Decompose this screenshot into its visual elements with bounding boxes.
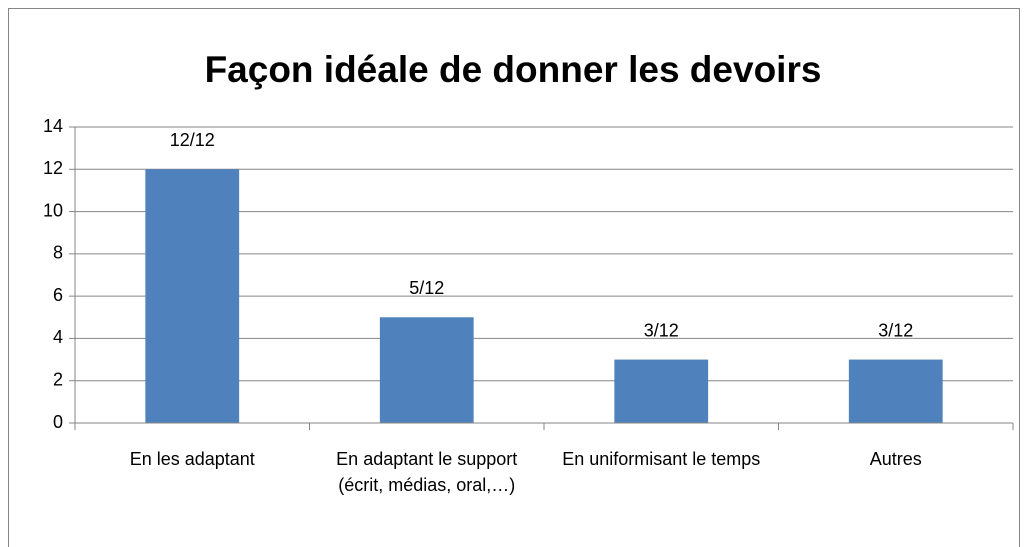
- chart-title: Façon idéale de donner les devoirs: [205, 49, 822, 90]
- data-label: 5/12: [409, 278, 444, 298]
- y-tick-label: 14: [43, 116, 63, 136]
- y-tick-label: 6: [53, 285, 63, 305]
- data-label: 12/12: [170, 130, 215, 150]
- bar: [379, 317, 474, 423]
- y-tick-label: 8: [53, 243, 63, 263]
- y-tick-label: 0: [53, 412, 63, 432]
- data-label: 3/12: [878, 320, 913, 340]
- x-tick-label: En les adaptant: [129, 449, 255, 469]
- bar: [614, 359, 709, 423]
- y-tick-label: 12: [43, 158, 63, 178]
- bar: [145, 169, 240, 423]
- y-tick-label: 4: [53, 327, 63, 347]
- data-label: 3/12: [644, 320, 679, 340]
- x-tick-label: Autres: [869, 449, 922, 469]
- y-tick-label: 10: [43, 200, 63, 220]
- x-tick-label: En adaptant le support (écrit, médias, o…: [336, 449, 518, 495]
- y-tick-label: 2: [53, 369, 63, 389]
- x-tick-label: En uniformisant le temps: [562, 449, 761, 469]
- bar: [848, 359, 943, 423]
